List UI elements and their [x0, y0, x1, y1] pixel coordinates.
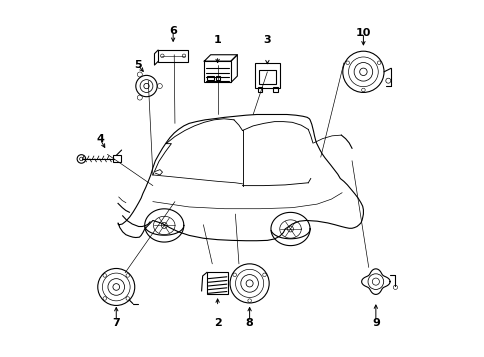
- Bar: [207, 272, 228, 295]
- Text: 10: 10: [355, 28, 370, 38]
- Text: 8: 8: [245, 317, 253, 327]
- Text: 4: 4: [96, 134, 104, 144]
- Bar: [158, 50, 188, 61]
- Text: 5: 5: [134, 60, 141, 70]
- Text: 1: 1: [213, 35, 221, 45]
- Text: 6: 6: [169, 26, 177, 36]
- Bar: [207, 76, 213, 80]
- Bar: [257, 87, 261, 92]
- Text: 3: 3: [263, 35, 271, 45]
- Text: 9: 9: [371, 317, 379, 327]
- Bar: [258, 70, 276, 84]
- Bar: [255, 62, 279, 88]
- Bar: [204, 61, 230, 82]
- Bar: [273, 87, 277, 92]
- Text: 2: 2: [213, 317, 221, 327]
- Bar: [215, 76, 219, 80]
- Text: 7: 7: [112, 317, 120, 327]
- Bar: [112, 155, 121, 162]
